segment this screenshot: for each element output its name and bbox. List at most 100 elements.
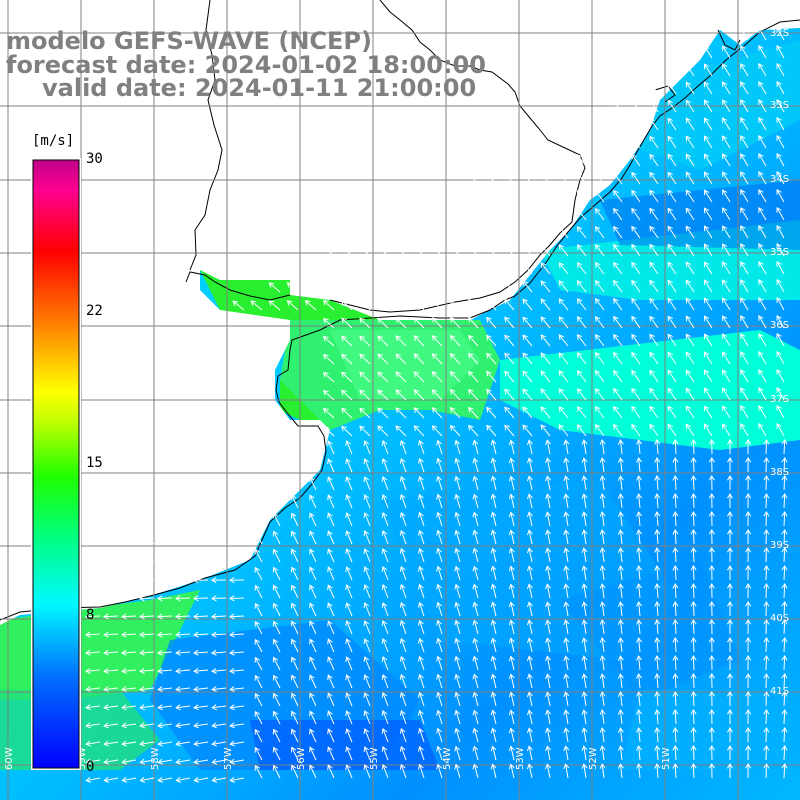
wind-arrow [309, 603, 317, 617]
wind-arrow [776, 405, 785, 419]
wind-arrow-head [745, 457, 752, 463]
wind-arrow-head [540, 154, 547, 161]
wind-arrow-head [690, 457, 697, 463]
wind-arrow [400, 638, 407, 653]
wind-arrow-head [595, 406, 601, 412]
wind-arrow-head [545, 763, 552, 770]
wind-arrow-head [581, 565, 588, 571]
wind-arrow-head [309, 440, 315, 447]
wind-arrow [230, 705, 245, 709]
wind-arrow-head [490, 709, 497, 716]
wind-arrow-head [454, 727, 461, 734]
wind-arrow [341, 354, 353, 365]
wind-arrow-head [654, 637, 661, 643]
wind-arrow-head [449, 316, 456, 323]
wind-arrow [565, 512, 569, 527]
wind-arrow-head [690, 637, 697, 643]
wind-arrow-head [581, 511, 588, 517]
wind-arrow-head [563, 655, 570, 662]
wind-arrow [704, 351, 713, 365]
wind-arrow-head [563, 745, 570, 752]
wind-arrow-head [745, 763, 752, 769]
wind-arrow-head [708, 457, 715, 463]
wind-arrow [649, 280, 659, 293]
wind-arrow [382, 584, 389, 599]
wind-arrow [473, 458, 479, 473]
wind-arrow [722, 405, 731, 419]
wind-arrow-head [631, 135, 637, 142]
wind-arrow [522, 352, 533, 365]
wind-arrow-head [418, 439, 424, 446]
wind-arrow [685, 244, 695, 257]
wind-arrow-head [581, 583, 588, 589]
wind-arrow-head [636, 565, 642, 571]
wind-arrow-head [359, 317, 365, 324]
wind-arrow [395, 335, 407, 347]
wind-arrow-head [436, 745, 442, 752]
wind-arrow [638, 584, 641, 599]
wind-arrow-head [758, 243, 764, 249]
wind-arrow [783, 637, 786, 653]
wind-arrow [309, 765, 317, 779]
wind-arrow [382, 638, 389, 653]
wind-arrow-head [472, 547, 479, 554]
wind-arrow-head [617, 655, 624, 661]
wind-arrow-head [468, 298, 474, 305]
wind-arrow-head [576, 406, 583, 412]
wind-arrow [583, 710, 587, 725]
wind-arrow [364, 512, 371, 527]
wind-arrow-head [322, 407, 329, 414]
wind-arrow-head [322, 389, 329, 396]
wind-arrow [522, 262, 533, 275]
wind-arrow [631, 316, 641, 329]
wind-arrow-head [726, 745, 733, 751]
wind-arrow [437, 638, 443, 653]
wind-arrow [776, 423, 785, 437]
wind-arrow [492, 638, 497, 653]
wind-arrow [649, 226, 659, 239]
wind-arrow [510, 692, 515, 707]
wind-arrow-head [522, 262, 528, 269]
wind-arrow [364, 746, 371, 761]
wind-arrow [583, 656, 587, 671]
wind-arrow-head [685, 315, 692, 322]
wind-arrow-head [654, 709, 661, 715]
wind-arrow [455, 530, 461, 545]
wind-arrow-head [381, 493, 388, 500]
wind-arrow-head [454, 601, 461, 608]
wind-arrow-head [363, 674, 370, 680]
wind-arrow-head [667, 207, 673, 214]
wind-arrow [323, 426, 335, 437]
wind-arrow [359, 281, 371, 293]
wind-arrow [510, 674, 515, 689]
wind-arrow [577, 298, 587, 311]
wind-arrow [504, 316, 515, 329]
wind-arrow-head [636, 601, 642, 607]
wind-arrow-head [345, 548, 351, 555]
wind-arrow [145, 532, 155, 545]
wind-arrow [540, 208, 551, 221]
wind-arrow-head [381, 763, 388, 770]
wind-arrow-head [558, 190, 565, 197]
wind-arrow-head [763, 673, 770, 679]
wind-arrow-head [454, 709, 461, 716]
wind-arrow [565, 602, 569, 617]
wind-arrow-head [667, 135, 673, 142]
wind-arrow [631, 154, 641, 167]
wind-arrow [230, 723, 245, 727]
wind-arrow [455, 674, 461, 689]
wind-arrow [758, 117, 767, 131]
wind-arrow-head [708, 619, 715, 625]
wind-arrow-head [745, 475, 752, 481]
wind-arrow-head [85, 631, 91, 638]
wind-arrow [327, 746, 335, 761]
wind-arrow-head [399, 583, 406, 590]
wind-arrow-head [436, 439, 442, 446]
wind-arrow-head [121, 758, 128, 765]
wind-arrow [722, 171, 731, 185]
wind-arrow-head [85, 722, 91, 729]
wind-arrow [522, 244, 533, 257]
wind-arrow-head [672, 637, 679, 643]
wind-arrow [346, 638, 353, 653]
wind-arrow [674, 547, 677, 563]
